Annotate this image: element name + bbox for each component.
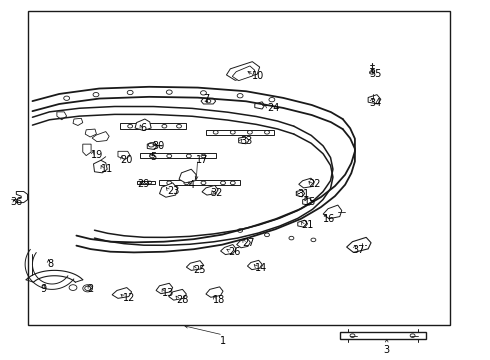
Polygon shape xyxy=(73,118,83,126)
Text: 10: 10 xyxy=(252,71,265,81)
Text: 24: 24 xyxy=(267,103,279,113)
Text: 3: 3 xyxy=(384,345,390,355)
Polygon shape xyxy=(206,287,223,297)
Polygon shape xyxy=(201,98,216,104)
Text: 1: 1 xyxy=(220,336,226,346)
Polygon shape xyxy=(112,288,132,298)
Bar xyxy=(27,12,450,325)
Text: 20: 20 xyxy=(121,155,133,165)
Text: 6: 6 xyxy=(140,123,146,133)
Text: 19: 19 xyxy=(91,150,103,160)
Polygon shape xyxy=(255,102,265,109)
Polygon shape xyxy=(156,283,172,294)
Text: 33: 33 xyxy=(240,136,252,145)
Text: 9: 9 xyxy=(41,284,47,294)
Text: 23: 23 xyxy=(167,186,179,196)
Text: 27: 27 xyxy=(243,238,255,248)
Text: 32: 32 xyxy=(211,188,223,198)
Polygon shape xyxy=(298,220,308,227)
Text: 35: 35 xyxy=(369,69,382,79)
Text: 30: 30 xyxy=(152,141,165,151)
Text: 13: 13 xyxy=(162,288,174,298)
Polygon shape xyxy=(239,137,249,144)
Polygon shape xyxy=(118,151,130,159)
Text: 37: 37 xyxy=(352,245,365,255)
Polygon shape xyxy=(137,181,155,184)
Text: 21: 21 xyxy=(301,220,314,230)
Text: 11: 11 xyxy=(101,164,113,174)
Polygon shape xyxy=(159,180,240,185)
Polygon shape xyxy=(159,183,177,197)
Text: 18: 18 xyxy=(213,295,225,305)
Text: 16: 16 xyxy=(323,215,336,224)
Polygon shape xyxy=(94,160,107,173)
Text: 8: 8 xyxy=(47,259,53,269)
Polygon shape xyxy=(16,192,27,203)
Polygon shape xyxy=(226,62,260,80)
Polygon shape xyxy=(303,198,312,205)
Polygon shape xyxy=(368,95,381,104)
Text: 12: 12 xyxy=(123,293,135,303)
Polygon shape xyxy=(179,169,196,183)
Polygon shape xyxy=(147,142,157,149)
Polygon shape xyxy=(346,237,371,252)
Text: 36: 36 xyxy=(10,197,23,207)
Polygon shape xyxy=(57,112,67,120)
Text: 26: 26 xyxy=(228,247,240,257)
Text: 15: 15 xyxy=(304,197,316,207)
Polygon shape xyxy=(296,190,305,197)
Text: 5: 5 xyxy=(150,152,156,162)
Text: 22: 22 xyxy=(309,179,321,189)
Polygon shape xyxy=(169,289,186,300)
Polygon shape xyxy=(83,144,91,156)
Text: 28: 28 xyxy=(176,295,189,305)
Text: 29: 29 xyxy=(138,179,150,189)
Text: 14: 14 xyxy=(255,263,267,273)
Polygon shape xyxy=(237,238,250,248)
Text: 4: 4 xyxy=(189,180,195,190)
Text: 25: 25 xyxy=(194,265,206,275)
Polygon shape xyxy=(232,66,255,81)
Polygon shape xyxy=(206,130,274,135)
Polygon shape xyxy=(202,185,218,195)
Polygon shape xyxy=(299,178,315,188)
Text: 34: 34 xyxy=(369,98,382,108)
Text: 2: 2 xyxy=(88,284,94,294)
Text: 7: 7 xyxy=(203,94,210,104)
Text: 17: 17 xyxy=(196,155,209,165)
Text: 31: 31 xyxy=(298,189,310,199)
Polygon shape xyxy=(247,260,262,270)
Polygon shape xyxy=(186,261,203,270)
Polygon shape xyxy=(140,153,216,158)
Polygon shape xyxy=(323,205,342,219)
Polygon shape xyxy=(220,244,236,255)
Polygon shape xyxy=(85,129,97,137)
Polygon shape xyxy=(135,119,151,131)
Polygon shape xyxy=(340,332,426,338)
Polygon shape xyxy=(121,123,186,129)
Polygon shape xyxy=(92,132,109,141)
